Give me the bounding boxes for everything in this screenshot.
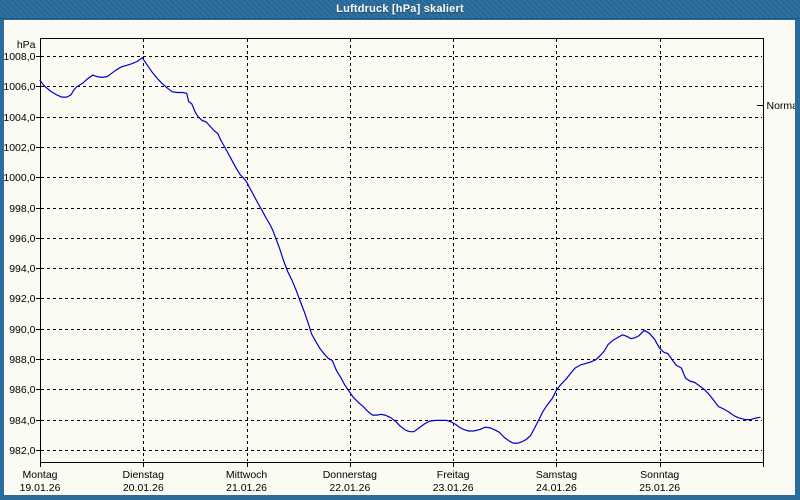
day-label: Dienstag	[123, 469, 165, 481]
date-label: 22.01.26	[329, 482, 370, 494]
y-tick-label: 1004,0	[4, 112, 36, 124]
y-tick-label: 984,0	[9, 415, 35, 427]
y-tick-label: 986,0	[9, 384, 35, 396]
date-label: 24.01.26	[536, 482, 577, 494]
pressure-chart: 1008,0 1006,0 1004,0 1002,0 1000,0 998,0 996,0…	[3, 38, 800, 494]
plot-frame	[40, 38, 764, 463]
day-label: Samstag	[536, 469, 578, 481]
y-tick-label: 994,0	[9, 263, 35, 275]
y-tick-label: 996,0	[9, 233, 35, 245]
day-label: Freitag	[437, 469, 470, 481]
date-label: 23.01.26	[433, 482, 474, 494]
day-label: Montag	[22, 469, 57, 481]
day-label: Donnerstag	[323, 469, 377, 481]
day-label: Sonntag	[640, 469, 679, 481]
y-tick-label: 1000,0	[4, 172, 36, 184]
title-bar[interactable]: Luftdruck [hPa] skaliert	[0, 0, 800, 19]
y-tick-label: 990,0	[9, 324, 35, 336]
y-tick-label: 1006,0	[4, 81, 36, 93]
y-axis-unit-label: hPa	[17, 39, 36, 51]
y-tick-label: 1002,0	[4, 142, 36, 154]
date-label: 21.01.26	[226, 482, 267, 494]
date-label: 25.01.26	[639, 482, 680, 494]
y-tick-label: 982,0	[9, 445, 35, 457]
chart-area: 1008,0 1006,0 1004,0 1002,0 1000,0 998,0 996,0…	[3, 20, 800, 495]
pressure-line	[39, 57, 761, 444]
window-title: Luftdruck [hPa] skaliert	[336, 3, 464, 15]
y-tick-label: 998,0	[9, 203, 35, 215]
date-label: 19.01.26	[20, 482, 61, 494]
day-label: Mittwoch	[226, 469, 268, 481]
y-tick-label: 992,0	[9, 293, 35, 305]
normal-label: Normal	[767, 100, 796, 112]
y-tick-label: 1008,0	[4, 51, 36, 63]
date-label: 20.01.26	[123, 482, 164, 494]
y-tick-label: 988,0	[9, 354, 35, 366]
